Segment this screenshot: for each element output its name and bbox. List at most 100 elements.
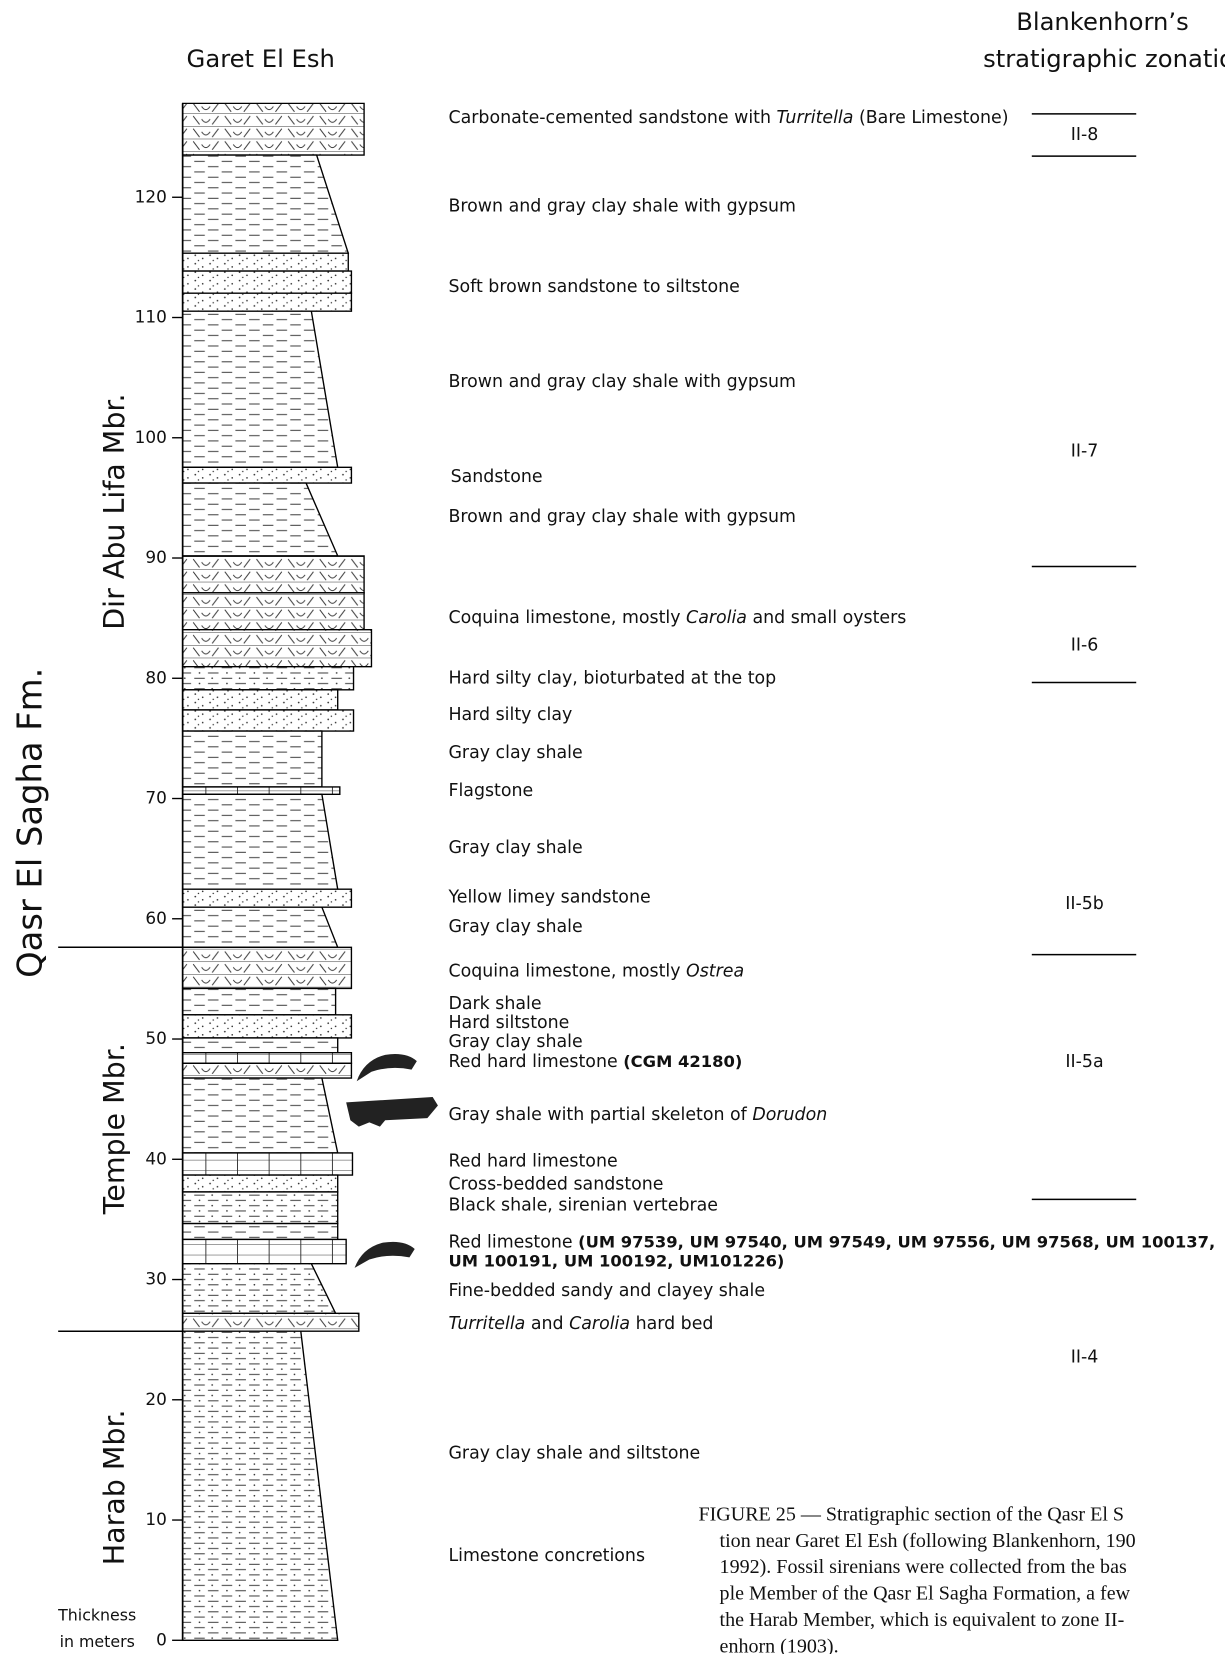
bed [183, 690, 338, 710]
fossil-skull [355, 1242, 415, 1268]
bed [183, 1313, 359, 1331]
zone-label: II-4 [1071, 1348, 1099, 1368]
description-part: Dorudon [752, 1105, 827, 1125]
description-part: Red hard limestone [448, 1151, 617, 1171]
scale-tick-label: 70 [145, 788, 166, 808]
description-part: Turritella [448, 1314, 525, 1334]
description-part: Gray clay shale and siltstone [448, 1444, 700, 1464]
bed [183, 1224, 338, 1240]
bed [183, 1063, 352, 1078]
zone-label: II-8 [1071, 125, 1099, 145]
bed-description: Red hard limestone (CGM 42180) [448, 1052, 742, 1073]
bed [183, 593, 364, 630]
bed [183, 271, 352, 293]
bed [183, 1192, 338, 1224]
scale-tick-label: 80 [145, 667, 166, 687]
description-part: Ostrea [686, 962, 744, 982]
bed-description: Coquina limestone, mostly Ostrea [448, 962, 744, 982]
description-part: Flagstone [448, 781, 533, 801]
bed [183, 155, 349, 253]
bed [183, 556, 364, 593]
bed [183, 467, 352, 483]
zone-label: II-5b [1065, 894, 1104, 914]
bed [183, 1053, 352, 1064]
scale-tick-label: 30 [145, 1269, 166, 1289]
bed [183, 103, 364, 155]
bed [183, 710, 354, 731]
bed-description: Brown and gray clay shale with gypsum [448, 507, 796, 527]
description-part: Brown and gray clay shale with gypsum [448, 372, 796, 392]
bed [183, 1331, 338, 1640]
bed [183, 1175, 338, 1192]
bed-description: Hard silty clay, bioturbated at the top [448, 668, 776, 688]
bed-description: Red hard limestone [448, 1151, 617, 1171]
description-part: Brown and gray clay shale with gypsum [448, 507, 796, 527]
bed-description: Yellow limey sandstone [447, 888, 650, 908]
bed-description: Red limestone (UM 97539, UM 97540, UM 97… [448, 1232, 1215, 1253]
bed [183, 731, 322, 787]
description-part: and [525, 1314, 569, 1334]
description-part: Black shale, sirenian vertebrae [448, 1196, 718, 1216]
scale-tick-label: 90 [145, 547, 166, 567]
caption-line: tion near Garet El Esh (following Blanke… [720, 1530, 1136, 1552]
bed-description: Gray clay shale [448, 743, 582, 763]
zone-label: II-7 [1071, 441, 1099, 461]
description-part: Cross-bedded sandstone [448, 1175, 663, 1195]
description-part: Carbonate-cemented sandstone with [448, 108, 776, 128]
bed [183, 630, 372, 667]
caption-line: the Harab Member, which is equivalent to… [720, 1609, 1125, 1631]
fossils [346, 1054, 438, 1268]
bed [183, 667, 354, 690]
bed-description: Gray clay shale and siltstone [448, 1444, 700, 1464]
zone-label: II-6 [1071, 636, 1099, 656]
bed [183, 311, 338, 467]
description-part: (Bare Limestone) [853, 108, 1008, 128]
description-part: Turritella [777, 108, 854, 128]
scale-tick-label: 0 [156, 1629, 167, 1649]
bed-description: Hard siltstone [448, 1013, 569, 1033]
bed [183, 907, 338, 947]
description-part: Hard siltstone [448, 1013, 569, 1033]
bed [183, 1015, 352, 1038]
caption-line: FIGURE 25 — Stratigraphic section of the… [698, 1503, 1124, 1525]
description-part: Gray clay shale [448, 838, 582, 858]
caption-line: 1992). Fossil sirenians were collected f… [720, 1556, 1127, 1578]
caption-line: enhorn (1903). [720, 1635, 839, 1654]
description-part: Limestone concretions [448, 1546, 645, 1566]
scale-tick-label: 40 [145, 1148, 166, 1168]
description-part: (UM 97539, UM 97540, UM 97549, UM 97556,… [578, 1232, 1215, 1251]
bed [183, 483, 338, 556]
bed [183, 1239, 347, 1263]
bed-description: Coquina limestone, mostly Carolia and sm… [448, 608, 906, 628]
section-title: Garet El Esh [187, 44, 335, 73]
description-part: Red hard limestone [448, 1052, 623, 1072]
scale-tick-label: 60 [145, 908, 166, 928]
bed-description: Fine-bedded sandy and clayey shale [448, 1281, 765, 1301]
bed [183, 253, 349, 271]
formation-label: Qasr El Sagha Fm. [10, 668, 49, 978]
scale-label: Thickness [57, 1606, 136, 1625]
description-part: Red limestone [448, 1233, 578, 1253]
bed-description: Brown and gray clay shale with gypsum [448, 197, 796, 217]
scale-tick-label: 110 [135, 307, 167, 327]
bed-description: Black shale, sirenian vertebrae [448, 1196, 718, 1216]
scale-tick-label: 50 [145, 1028, 166, 1048]
bed [183, 1078, 338, 1153]
bed [183, 1264, 336, 1314]
bed [183, 787, 340, 794]
description-part: Coquina limestone, mostly [448, 962, 686, 982]
description-part: Hard silty clay [448, 705, 572, 725]
caption-line: ple Member of the Qasr El Sagha Formatio… [720, 1583, 1131, 1605]
scale-label: in meters [60, 1632, 135, 1651]
bed-description: UM 100191, UM 100192, UM101226) [448, 1251, 784, 1270]
zone-label: II-5a [1065, 1052, 1103, 1072]
zonation-title: stratigraphic zonation [983, 44, 1225, 73]
fossil-skeleton [346, 1097, 438, 1127]
scale-tick-label: 120 [135, 186, 167, 206]
description-part: hard bed [630, 1314, 713, 1334]
bed-description: Dark shale [448, 994, 541, 1014]
bed [183, 988, 336, 1014]
description-part: UM 100191, UM 100192, UM101226) [448, 1251, 784, 1270]
bed [183, 293, 352, 311]
bed-description: Soft brown sandstone to siltstone [448, 277, 739, 297]
